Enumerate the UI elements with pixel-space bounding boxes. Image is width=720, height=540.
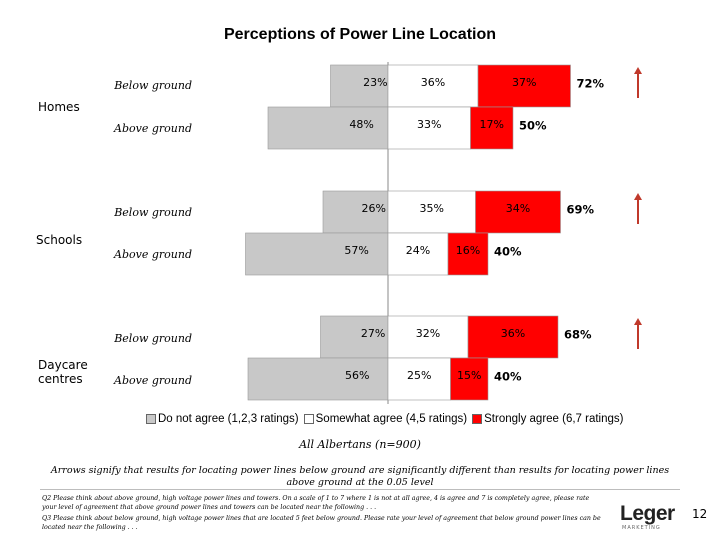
chart-subtitle: All Albertans (n=900) — [299, 438, 421, 451]
bar-1-0-do-not-agree — [322, 190, 389, 234]
group-label-homes: Homes — [38, 100, 80, 114]
bar-2-1-somewhat-agree — [387, 357, 451, 401]
bar-1-0-strongly-agree-label: 34% — [506, 202, 530, 215]
bar-2-0-do-not-agree-label: 27% — [361, 327, 385, 340]
bar-2-1-do-not-agree-label: 56% — [345, 369, 369, 382]
bar-2-0-somewhat-agree-label: 32% — [416, 327, 440, 340]
bar-0-0-total-label: 72% — [577, 77, 605, 91]
bar-0-1-somewhat-agree-label: 33% — [417, 118, 441, 131]
bar-0-0-somewhat-agree-label: 36% — [421, 76, 445, 89]
arrow-note: Arrows signify that results for locating… — [50, 465, 670, 488]
group-label-daycare: Daycare centres — [38, 358, 88, 386]
bar-0-1-strongly-agree-label: 17% — [480, 118, 504, 131]
chart-legend: Do not agree (1,2,3 ratings) Somewhat ag… — [146, 413, 624, 425]
bar-2-0-strongly-agree-label: 36% — [501, 327, 525, 340]
bar-0-1-do-not-agree-label: 48% — [349, 118, 373, 131]
legend-item-somewhat-agree: Somewhat agree (4,5 ratings) — [303, 413, 468, 425]
bar-1-1-somewhat-agree-label: 24% — [406, 244, 430, 257]
row-label-schools-above: Above ground — [114, 248, 192, 261]
bar-0-0-strongly-agree-label: 37% — [512, 76, 536, 89]
bar-1-1-total-label: 40% — [494, 245, 522, 259]
legend-item-do-not-agree: Do not agree (1,2,3 ratings) — [146, 413, 299, 425]
bar-1-0-significance-arrow-head — [634, 193, 642, 200]
bar-1-0-do-not-agree-label: 26% — [361, 202, 385, 215]
legend-swatch-somewhat-agree — [303, 414, 314, 424]
bar-0-0-strongly-agree — [477, 64, 571, 108]
row-label-homes-above: Above ground — [114, 122, 192, 135]
legend-label-somewhat-agree: Somewhat agree (4,5 ratings) — [315, 413, 468, 425]
bar-1-1-strongly-agree-label: 16% — [456, 244, 480, 257]
row-label-homes-below: Below ground — [114, 79, 192, 92]
bar-0-1-do-not-agree — [267, 106, 389, 150]
chart-title: Perceptions of Power Line Location — [223, 26, 497, 43]
bar-1-1-strongly-agree — [447, 232, 489, 276]
chart-plot: 23% 36% 37% 72% 48% 33% 17% 50% 26% 35% 34% 69% 57% 2… — [245, 62, 642, 404]
row-label-daycare-above: Above ground — [114, 374, 192, 387]
legend-label-do-not-agree: Do not agree (1,2,3 ratings) — [158, 413, 299, 425]
bar-2-0-somewhat-agree — [387, 315, 469, 359]
footer-divider — [40, 489, 680, 490]
bar-1-1-do-not-agree — [245, 232, 389, 276]
bar-2-1-strongly-agree — [450, 357, 489, 401]
bar-1-0-total-label: 69% — [567, 203, 595, 217]
bar-2-1-do-not-agree — [247, 357, 389, 401]
footnote-q3: Q3 Please think about below ground, high… — [42, 515, 601, 531]
bar-2-0-total-label: 68% — [564, 328, 592, 342]
bar-2-0-significance-arrow-head — [634, 318, 642, 325]
legend-label-strongly-agree: Strongly agree (6,7 ratings) — [484, 413, 624, 425]
bar-1-0-strongly-agree — [475, 190, 561, 234]
legend-item-strongly-agree: Strongly agree (6,7 ratings) — [472, 413, 624, 425]
leger-logo: Leger — [620, 502, 675, 525]
bar-0-0-do-not-agree-label: 23% — [363, 76, 387, 89]
leger-logo-sub: MARKETING — [622, 525, 661, 531]
bar-2-0-strongly-agree — [467, 315, 559, 359]
legend-swatch-do-not-agree — [146, 414, 156, 424]
bar-1-1-do-not-agree-label: 57% — [344, 244, 368, 257]
bar-0-0-do-not-agree — [330, 64, 389, 108]
group-label-schools: Schools — [36, 233, 83, 247]
bar-0-1-strongly-agree — [470, 106, 514, 150]
bar-0-0-significance-arrow-head — [634, 67, 642, 74]
page-number: 12 — [692, 507, 708, 521]
legend-swatch-strongly-agree — [472, 414, 483, 424]
row-label-schools-below: Below ground — [114, 206, 192, 219]
footnote-q2: Q2 Please think about above ground, high… — [42, 495, 590, 511]
row-label-daycare-below: Below ground — [114, 332, 192, 345]
bar-1-1-somewhat-agree — [387, 232, 449, 276]
bar-0-1-total-label: 50% — [519, 119, 547, 133]
bar-1-0-somewhat-agree — [387, 190, 476, 234]
bar-2-1-strongly-agree-label: 15% — [457, 369, 481, 382]
bar-2-1-somewhat-agree-label: 25% — [407, 369, 431, 382]
bar-1-0-somewhat-agree-label: 35% — [420, 202, 444, 215]
bar-2-1-total-label: 40% — [494, 370, 522, 384]
